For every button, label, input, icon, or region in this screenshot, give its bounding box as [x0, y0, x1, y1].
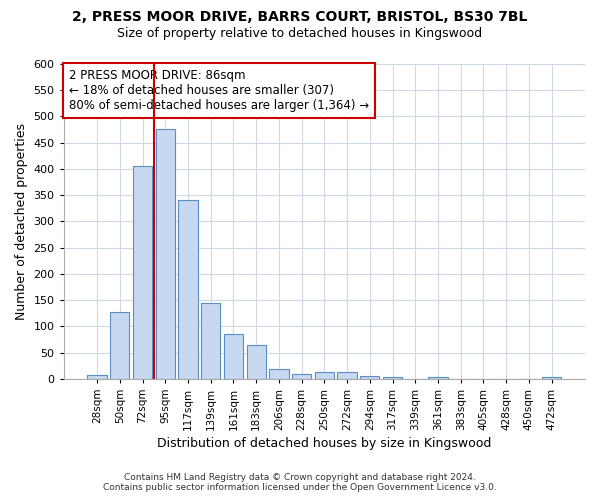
- Bar: [360, 376, 379, 379]
- Bar: [542, 377, 562, 379]
- Bar: [155, 128, 175, 379]
- Bar: [383, 378, 402, 379]
- Bar: [88, 374, 107, 379]
- Bar: [292, 374, 311, 379]
- Bar: [110, 312, 130, 379]
- Bar: [201, 303, 220, 379]
- Bar: [314, 372, 334, 379]
- Text: Contains HM Land Registry data © Crown copyright and database right 2024.
Contai: Contains HM Land Registry data © Crown c…: [103, 473, 497, 492]
- Text: 2 PRESS MOOR DRIVE: 86sqm
← 18% of detached houses are smaller (307)
80% of semi: 2 PRESS MOOR DRIVE: 86sqm ← 18% of detac…: [69, 68, 369, 112]
- Y-axis label: Number of detached properties: Number of detached properties: [15, 123, 28, 320]
- Bar: [247, 345, 266, 379]
- Bar: [178, 200, 197, 379]
- X-axis label: Distribution of detached houses by size in Kingswood: Distribution of detached houses by size …: [157, 437, 491, 450]
- Bar: [269, 370, 289, 379]
- Bar: [224, 334, 243, 379]
- Bar: [337, 372, 357, 379]
- Bar: [428, 377, 448, 379]
- Text: 2, PRESS MOOR DRIVE, BARRS COURT, BRISTOL, BS30 7BL: 2, PRESS MOOR DRIVE, BARRS COURT, BRISTO…: [73, 10, 527, 24]
- Bar: [133, 166, 152, 379]
- Text: Size of property relative to detached houses in Kingswood: Size of property relative to detached ho…: [118, 28, 482, 40]
